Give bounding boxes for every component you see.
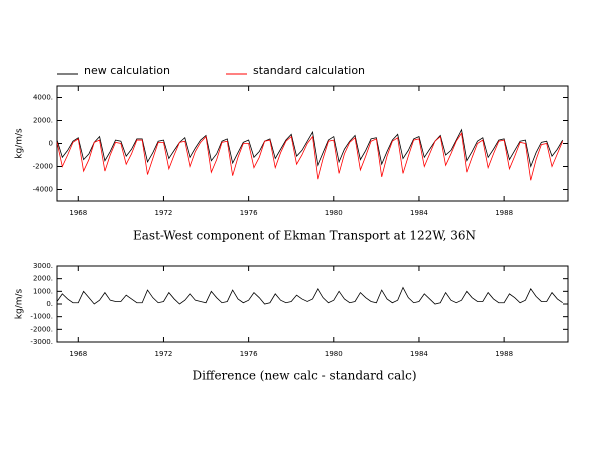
x-tick-label: 1988 [495, 350, 513, 358]
x-tick-label: 1980 [325, 350, 343, 358]
y-tick-label: 3000. [33, 262, 53, 270]
chart-title: East-West component of Ekman Transport a… [133, 229, 476, 243]
x-tick-label: 1984 [410, 350, 428, 358]
y-tick-label: -2000 [33, 163, 53, 171]
y-tick-label: 2000. [33, 117, 53, 125]
x-tick-label: 1980 [325, 209, 343, 217]
chart-title: Difference (new calc - standard calc) [192, 369, 416, 383]
y-tick-label: 0. [46, 300, 53, 308]
x-tick-label: 1976 [240, 209, 258, 217]
data-line [56, 128, 564, 168]
y-axis-label: kg/m/s [15, 288, 25, 319]
x-tick-label: 1976 [240, 350, 258, 358]
y-tick-label: 4000. [33, 94, 53, 102]
y-tick-label: -1000. [30, 313, 53, 321]
legend-label: standard calculation [253, 64, 365, 77]
y-axis-label: kg/m/s [15, 128, 25, 159]
y-tick-label: 2000. [33, 275, 53, 283]
legend-label: new calculation [84, 64, 170, 77]
x-tick-label: 1984 [410, 209, 428, 217]
x-tick-label: 1972 [155, 350, 173, 358]
y-tick-label: 0 [49, 140, 53, 148]
y-tick-label: -3000. [30, 338, 53, 346]
data-line [56, 286, 563, 305]
x-tick-label: 1968 [69, 209, 87, 217]
y-tick-label: 1000. [33, 287, 53, 295]
x-tick-label: 1972 [155, 209, 173, 217]
x-tick-label: 1968 [69, 350, 87, 358]
data-line [56, 132, 564, 181]
y-tick-label: -4000 [33, 186, 53, 194]
x-tick-label: 1988 [495, 209, 513, 217]
y-tick-label: -2000. [30, 325, 53, 333]
